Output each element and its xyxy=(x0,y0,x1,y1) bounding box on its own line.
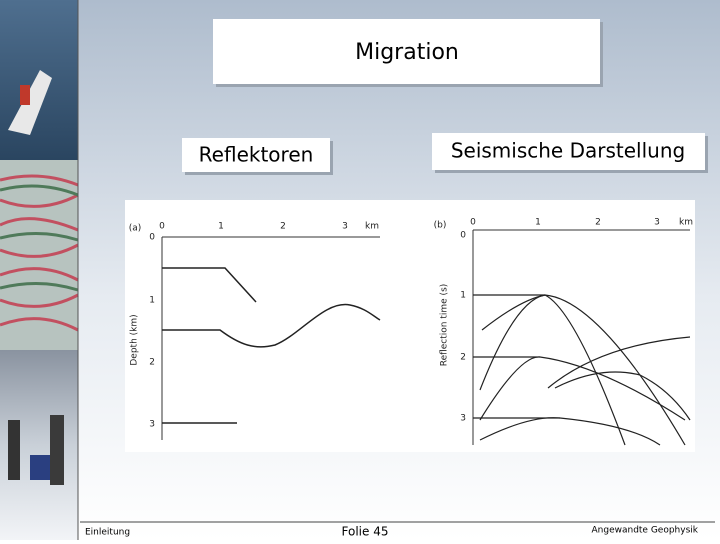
figure xyxy=(125,200,695,452)
x-tick-label: 3 xyxy=(342,222,348,232)
y-tick-label: 0 xyxy=(149,233,155,243)
x-tick-label: 2 xyxy=(280,222,286,232)
y-tick-label: 2 xyxy=(460,353,466,363)
y-tick-label: 3 xyxy=(149,420,155,430)
x-tick-label: 0 xyxy=(159,222,165,232)
figure-panels: (a) 0 1 2 3 km 0 1 2 3 Depth (km) (b) 0 1 2 3 km 0 1 2 3 Refl… xyxy=(129,218,693,446)
x-unit: km xyxy=(679,218,693,228)
slide-title: Migration xyxy=(355,40,459,65)
label-box xyxy=(182,138,330,172)
y-axis-label: Reflection time (s) xyxy=(440,284,450,367)
x-tick-label: 2 xyxy=(595,218,601,228)
x-unit: km xyxy=(365,222,379,232)
label-right: Seismische Darstellung xyxy=(451,139,685,163)
y-tick-label: 1 xyxy=(460,291,466,301)
x-tick-label: 0 xyxy=(470,218,476,228)
x-tick-label: 1 xyxy=(218,222,224,232)
label-box xyxy=(432,133,705,170)
label-left: Reflektoren xyxy=(199,143,314,167)
y-tick-label: 2 xyxy=(149,358,155,368)
y-tick-label: 1 xyxy=(149,296,155,306)
title-box xyxy=(213,19,600,84)
footer-right: Angewandte Geophysik xyxy=(592,526,699,536)
y-axis-label: Depth (km) xyxy=(130,314,140,365)
footer-left: Einleitung xyxy=(85,528,130,538)
y-tick-label: 3 xyxy=(460,414,466,424)
panel-tag: (a) xyxy=(129,224,142,234)
footer-center: Folie 45 xyxy=(342,525,389,539)
image-strip xyxy=(0,0,79,540)
panel-tag: (b) xyxy=(434,221,447,231)
x-tick-label: 3 xyxy=(654,218,660,228)
y-tick-label: 0 xyxy=(460,231,466,241)
x-tick-label: 1 xyxy=(535,218,541,228)
